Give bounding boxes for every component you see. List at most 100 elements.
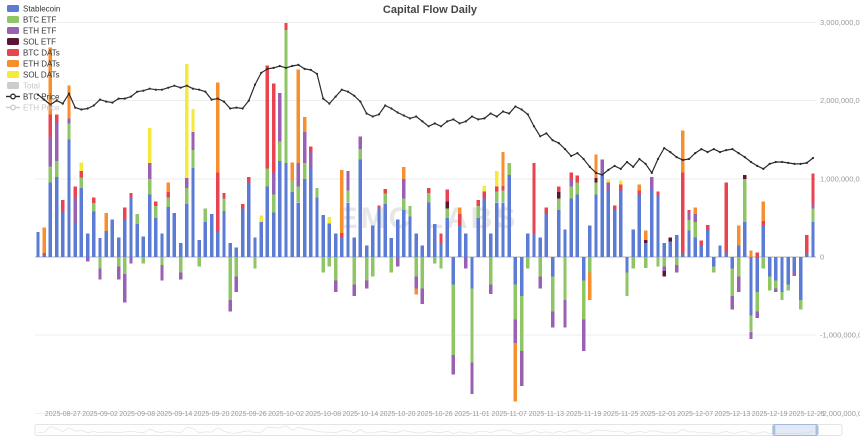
bar-btc-etf[interactable] bbox=[253, 257, 257, 269]
bar-stablecoin[interactable] bbox=[48, 182, 53, 257]
bar-btc-etf[interactable] bbox=[501, 190, 505, 203]
bar-btc-dats[interactable] bbox=[619, 184, 623, 191]
bar-btc-dats[interactable] bbox=[284, 23, 288, 31]
bar-stablecoin[interactable] bbox=[240, 208, 245, 258]
bar-btc-dats[interactable] bbox=[92, 197, 96, 204]
bar-btc-etf[interactable] bbox=[445, 208, 449, 218]
bar-btc-etf[interactable] bbox=[408, 206, 412, 217]
bar-stablecoin[interactable] bbox=[712, 257, 716, 267]
bar-btc-etf[interactable] bbox=[662, 257, 666, 267]
bar-eth-etf[interactable] bbox=[271, 172, 276, 195]
bar-stablecoin[interactable] bbox=[612, 210, 617, 257]
bar-stablecoin[interactable] bbox=[513, 257, 518, 285]
bar-stablecoin[interactable] bbox=[749, 257, 753, 316]
legend-item-total[interactable]: Total bbox=[7, 82, 40, 91]
bar-stablecoin[interactable] bbox=[594, 194, 598, 257]
bar-stablecoin[interactable] bbox=[302, 178, 307, 257]
bar-eth-dats[interactable] bbox=[513, 343, 518, 402]
bar-btc-etf[interactable] bbox=[712, 266, 716, 273]
bar-btc-etf[interactable] bbox=[625, 272, 629, 297]
bar-sol-etf[interactable] bbox=[445, 201, 449, 209]
bar-btc-dats[interactable] bbox=[383, 189, 387, 194]
bar-btc-etf[interactable] bbox=[550, 276, 555, 312]
bar-eth-etf[interactable] bbox=[606, 182, 611, 191]
bar-btc-etf[interactable] bbox=[185, 188, 189, 204]
bar-btc-dats[interactable] bbox=[687, 210, 691, 213]
bar-stablecoin[interactable] bbox=[538, 237, 542, 257]
bar-btc-etf[interactable] bbox=[643, 257, 648, 268]
bar-btc-dats[interactable] bbox=[54, 114, 59, 122]
bar-btc-etf[interactable] bbox=[563, 257, 567, 300]
legend-item-btc-dats[interactable]: BTC DATs bbox=[7, 49, 60, 58]
bar-btc-etf[interactable] bbox=[79, 177, 84, 189]
bar-sol-etf[interactable] bbox=[668, 237, 673, 242]
legend-item-eth-etf[interactable]: ETH ETF bbox=[7, 27, 56, 36]
bar-btc-dats[interactable] bbox=[166, 192, 170, 198]
bar-btc-dats[interactable] bbox=[73, 186, 77, 198]
bar-stablecoin[interactable] bbox=[532, 233, 536, 258]
bar-btc-etf[interactable] bbox=[488, 257, 493, 285]
bar-sol-etf[interactable] bbox=[743, 174, 747, 179]
bar-eth-etf[interactable] bbox=[309, 151, 313, 167]
bar-eth-etf[interactable] bbox=[395, 257, 400, 267]
bar-eth-etf[interactable] bbox=[693, 214, 697, 222]
bar-stablecoin[interactable] bbox=[191, 167, 195, 257]
bar-eth-dats[interactable] bbox=[67, 85, 71, 119]
bar-btc-etf[interactable] bbox=[439, 257, 443, 269]
bar-btc-dats[interactable] bbox=[532, 163, 536, 234]
bar-stablecoin[interactable] bbox=[315, 197, 319, 257]
bar-stablecoin[interactable] bbox=[414, 233, 418, 258]
bar-stablecoin[interactable] bbox=[464, 233, 468, 258]
bar-eth-etf[interactable] bbox=[333, 280, 338, 293]
bar-eth-etf[interactable] bbox=[48, 136, 53, 167]
bar-btc-etf[interactable] bbox=[290, 180, 294, 193]
bar-stablecoin[interactable] bbox=[203, 221, 208, 257]
bar-stablecoin[interactable] bbox=[693, 237, 697, 257]
bar-btc-etf[interactable] bbox=[402, 198, 406, 210]
bar-btc-etf[interactable] bbox=[674, 257, 679, 265]
bar-stablecoin[interactable] bbox=[352, 237, 356, 257]
bar-eth-dats[interactable] bbox=[643, 230, 648, 240]
bar-btc-dats[interactable] bbox=[805, 235, 809, 254]
datazoom-track[interactable] bbox=[34, 424, 843, 436]
bar-stablecoin[interactable] bbox=[54, 177, 59, 257]
bar-eth-etf[interactable] bbox=[749, 331, 753, 340]
bar-btc-dats[interactable] bbox=[79, 171, 84, 178]
bar-eth-etf[interactable] bbox=[519, 350, 524, 386]
bar-btc-etf[interactable] bbox=[736, 257, 741, 277]
bar-eth-etf[interactable] bbox=[364, 280, 369, 289]
bar-stablecoin[interactable] bbox=[755, 257, 759, 293]
bar-eth-etf[interactable] bbox=[662, 266, 666, 272]
bar-stablecoin[interactable] bbox=[600, 171, 604, 257]
bar-sol-dats[interactable] bbox=[79, 162, 84, 171]
bar-eth-etf[interactable] bbox=[234, 276, 239, 293]
bar-eth-etf[interactable] bbox=[278, 92, 282, 142]
bar-btc-dats[interactable] bbox=[439, 233, 443, 243]
bar-stablecoin[interactable] bbox=[135, 224, 139, 257]
bar-btc-dats[interactable] bbox=[699, 240, 704, 246]
bar-stablecoin[interactable] bbox=[67, 139, 71, 257]
bar-sol-etf[interactable] bbox=[594, 178, 598, 183]
bar-btc-etf[interactable] bbox=[315, 188, 319, 198]
bar-btc-etf[interactable] bbox=[631, 257, 635, 269]
bar-eth-etf[interactable] bbox=[451, 354, 456, 375]
bar-btc-etf[interactable] bbox=[203, 208, 208, 222]
bar-eth-etf[interactable] bbox=[185, 178, 189, 189]
bar-btc-etf[interactable] bbox=[48, 166, 53, 183]
bar-btc-etf[interactable] bbox=[519, 296, 524, 351]
bar-btc-dats[interactable] bbox=[637, 190, 642, 195]
bar-eth-dats[interactable] bbox=[749, 250, 753, 257]
bar-eth-etf[interactable] bbox=[178, 272, 183, 280]
bar-stablecoin[interactable] bbox=[85, 233, 90, 258]
bar-btc-dats[interactable] bbox=[705, 224, 710, 230]
legend-item-stablecoin[interactable]: Stablecoin bbox=[7, 5, 60, 14]
bar-stablecoin[interactable] bbox=[662, 242, 666, 257]
bar-btc-etf[interactable] bbox=[575, 182, 580, 195]
bar-btc-etf[interactable] bbox=[346, 190, 350, 203]
bar-stablecoin[interactable] bbox=[61, 211, 65, 257]
bar-stablecoin[interactable] bbox=[544, 214, 549, 257]
bar-eth-etf[interactable] bbox=[792, 271, 797, 276]
bar-stablecoin[interactable] bbox=[526, 233, 530, 258]
legend-item-btc-etf[interactable]: BTC ETF bbox=[7, 16, 56, 25]
bar-eth-etf[interactable] bbox=[687, 212, 691, 221]
